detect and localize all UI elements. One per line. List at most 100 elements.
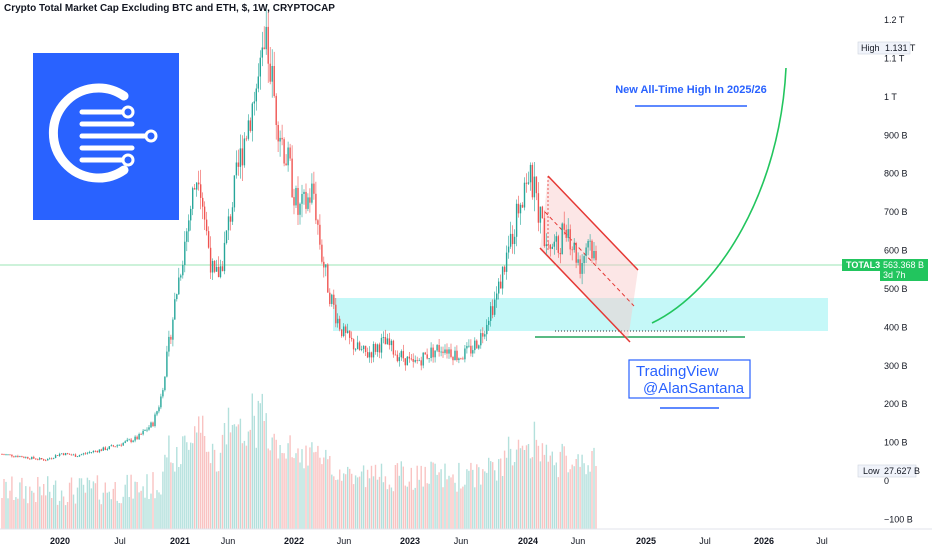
volume-bar [380,463,383,529]
volume-bar [261,393,263,529]
candle-body [476,340,478,349]
support-zone [333,298,828,331]
volume-bar [112,488,114,529]
volume-bar [408,481,410,529]
candle-body [29,458,31,460]
candle-body [398,357,400,362]
time-tick-label: Jun [454,536,469,546]
volume-bar [402,466,404,529]
logo-ring-icon [48,83,129,183]
volume-bar [162,471,164,529]
volume-bar [297,448,299,529]
candle-body [114,446,116,448]
volume-bar [182,436,184,529]
candle-body [273,66,275,96]
candle-body [356,342,359,350]
candle-body [587,240,589,248]
volume-bar [122,496,124,529]
volume-bar [484,471,486,529]
candle-body [454,350,456,361]
candle-body [136,436,138,440]
volume-bar [329,456,331,529]
volume-bar [515,449,518,529]
volume-bar [503,450,506,529]
candle-body [509,233,512,247]
candle-body [168,336,170,352]
volume-bar [170,462,172,529]
candle-body [3,454,5,456]
candle-body [263,47,265,50]
candle-body [202,197,204,207]
volume-bar [35,502,37,529]
candle-body [525,182,528,184]
volume-bar [273,433,275,529]
time-axis[interactable]: 2020 Jul 2021 Jun 2022 Jun 2023 Jun 2024 Jun 2025 J… [50,536,828,546]
time-tick-label: 2022 [284,536,304,546]
high-badge: High 1.131 T [857,41,916,55]
volume-bar [438,472,440,529]
candle-body [517,203,520,214]
volume-bar [511,465,514,529]
volume-bar [567,472,569,529]
volume-bar [480,484,482,529]
candle-body [110,445,112,447]
candle-body [386,338,389,345]
volume-bar [188,449,190,529]
candle-body [62,453,65,456]
candle-body [43,459,45,461]
candle-body [470,345,472,354]
candle-body [293,197,295,206]
candle-body [555,236,557,242]
volume-bar [194,426,196,529]
candle-body [464,348,466,360]
volume-bar [88,480,91,529]
candle-body [172,319,174,340]
volume-bar [517,439,520,529]
candle-body [54,455,57,458]
candle-body [217,266,220,278]
volume-bar [267,448,269,529]
candle-body [200,184,202,198]
candle-body [349,330,351,338]
watermark-box [628,359,751,399]
volume-bar [583,463,585,529]
candle-body [25,456,27,458]
candle-body [420,360,422,366]
volume-bar [388,484,391,529]
volume-bar [90,488,93,529]
time-tick-label: 2026 [754,536,774,546]
candle-body [366,352,369,358]
volume-bar [102,492,104,529]
volume-bar [152,472,154,529]
candle-body [400,351,402,358]
volume-bar [345,474,347,529]
volume-bar [575,459,577,529]
candle-body [337,318,339,324]
volume-bar [501,476,504,529]
candle-body [215,266,218,272]
candle-body [563,223,565,230]
volume-bar [561,443,563,529]
candle-body [94,450,97,452]
time-tick-label: 2020 [50,536,70,546]
volume-bar [13,500,15,529]
logo-node-2 [144,129,158,143]
volume-bar [432,462,434,529]
volume-bar [488,457,490,529]
current-price-badge[interactable]: TOTAL3 563.368 B 3d 7h [842,259,928,281]
candle-body [392,340,395,355]
candle-body [408,356,410,359]
volume-bar [45,495,47,529]
candle-body [160,396,162,408]
low-label: Low [863,466,880,476]
candle-body [450,349,452,357]
candle-body [539,206,542,223]
candle-body [317,220,319,225]
candle-body [86,452,89,454]
candle-body [480,333,482,346]
price-axis[interactable]: 1.2 T 1.1 T 1 T 900 B 800 B 700 B 600 B 500 B 40… [884,15,913,524]
volume-bar [289,435,291,529]
volume-bar [352,484,355,529]
candle-body [424,352,426,355]
